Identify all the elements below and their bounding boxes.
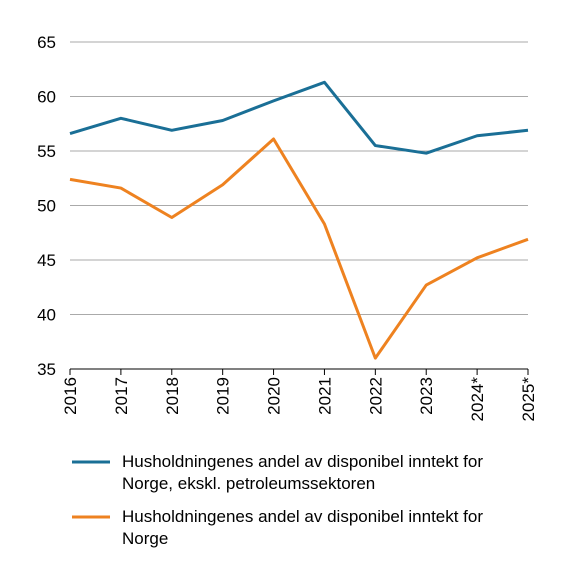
x-tick-label: 2020: [265, 377, 284, 415]
series-line: [69, 137, 529, 360]
x-tick-label: 2023: [417, 377, 436, 415]
series-line: [69, 80, 529, 155]
y-tick-label: 40: [37, 306, 56, 325]
x-tick-label: 2018: [163, 377, 182, 415]
legend-label: Husholdningenes andel av disponibel innt…: [122, 507, 484, 548]
x-tick-label: 2022: [366, 377, 385, 415]
y-tick-label: 35: [37, 360, 56, 379]
x-tick-label: 2017: [112, 377, 131, 415]
y-tick-label: 60: [37, 88, 56, 107]
legend-label: Husholdningenes andel av disponibel innt…: [122, 452, 484, 493]
x-tick-label: 2025*: [519, 377, 538, 422]
x-tick-label: 2021: [315, 377, 334, 415]
y-tick-label: 55: [37, 142, 56, 161]
x-tick-label: 2019: [214, 377, 233, 415]
y-tick-label: 65: [37, 33, 56, 52]
y-tick-label: 45: [37, 251, 56, 270]
x-tick-label: 2016: [61, 377, 80, 415]
y-tick-label: 50: [37, 197, 56, 216]
x-tick-label: 2024*: [468, 377, 487, 422]
